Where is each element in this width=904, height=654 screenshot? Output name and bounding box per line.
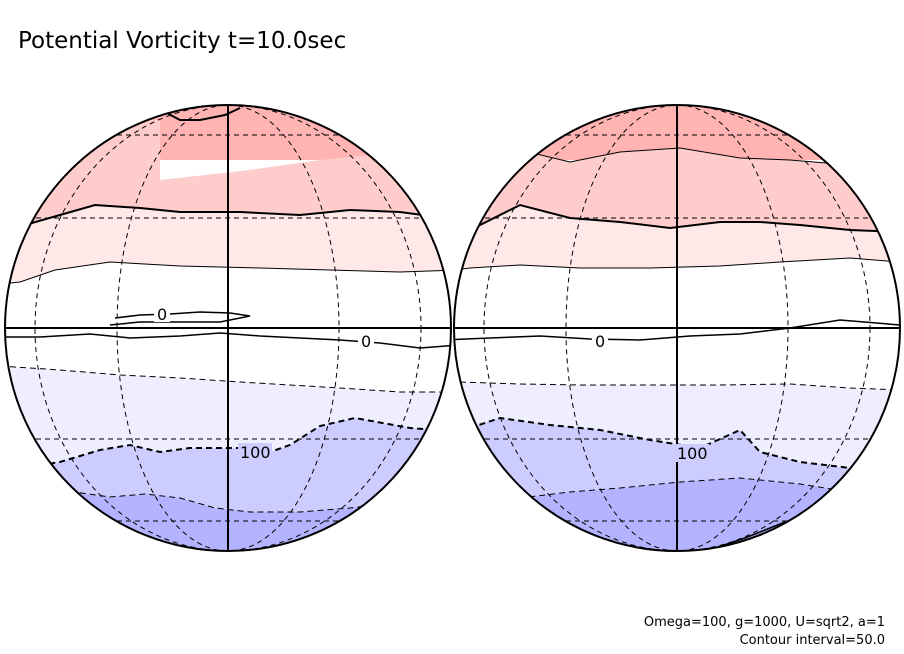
- left-band-high-positive: [5, 120, 451, 225]
- chart-title: Potential Vorticity t=10.0sec: [18, 28, 346, 54]
- left-contour-positive-boundary: [5, 261, 451, 285]
- left-contour-zero-main: [5, 332, 451, 349]
- left-hemisphere-outline: [4, 104, 452, 552]
- right-contour-high-positive-boundary: [454, 203, 900, 236]
- right-contour-negative-boundary: [454, 381, 900, 391]
- right-contour-zero-main: [454, 319, 900, 341]
- left-contour-low-negative-boundary: [5, 489, 451, 513]
- left-band-negative: [5, 366, 451, 472]
- right-meridian-30: [565, 105, 789, 551]
- right-band-positive: [454, 205, 900, 272]
- left-label-100-bg: [238, 443, 272, 461]
- left-contour-label-100: 100: [240, 443, 271, 462]
- right-hemisphere-outline: [453, 104, 901, 552]
- left-meridian-60: [34, 105, 422, 551]
- left-label-0a-bg: [154, 306, 170, 322]
- right-meridian-60: [483, 105, 871, 551]
- left-hemisphere-globe: 0 0 100: [5, 105, 451, 551]
- left-label-0b-bg: [358, 333, 374, 349]
- right-label-0-bg: [592, 333, 608, 349]
- right-contour-label-100: 100: [677, 444, 708, 463]
- left-contour-negative-boundary: [5, 365, 451, 393]
- left-band-low-negative: [5, 418, 451, 512]
- left-contour-north-pole: [164, 107, 241, 121]
- right-label-100-bg: [675, 444, 709, 462]
- contour-interval-line: Contour interval=50.0: [740, 633, 885, 648]
- parameter-line: Omega=100, g=1000, U=sqrt2, a=1: [644, 615, 885, 630]
- right-band-near-zero: [454, 258, 900, 390]
- left-contour-label-0a: 0: [157, 305, 167, 324]
- right-contour-positive-boundary: [454, 257, 900, 273]
- right-contour-south-pole: [714, 521, 786, 549]
- right-hemisphere-globe: 0 100: [454, 105, 900, 551]
- right-band-low-negative: [454, 418, 900, 505]
- left-band-positive: [5, 205, 451, 284]
- right-band-negative: [454, 382, 900, 470]
- left-contour-label-0b: 0: [361, 332, 371, 351]
- left-meridian-30: [116, 105, 340, 551]
- right-contour-label-0: 0: [595, 332, 605, 351]
- left-band-highest-positive: [5, 105, 451, 160]
